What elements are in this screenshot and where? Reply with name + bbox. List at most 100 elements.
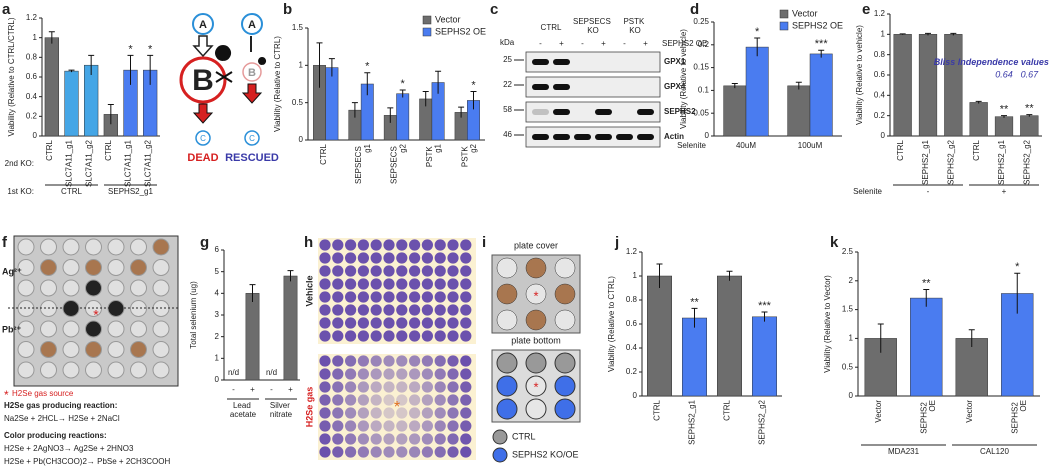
well bbox=[447, 407, 459, 419]
well bbox=[62, 361, 80, 379]
well bbox=[460, 394, 472, 406]
legend-label: SEPHS2 KO/OE bbox=[512, 449, 579, 459]
well bbox=[357, 291, 369, 303]
lane-label: - bbox=[581, 39, 584, 48]
bar bbox=[918, 34, 938, 137]
well bbox=[40, 259, 57, 276]
y-tick-label: 0.4 bbox=[874, 90, 886, 99]
error-bar bbox=[761, 311, 768, 322]
y-tick-label: 2 bbox=[215, 332, 220, 341]
well bbox=[496, 283, 518, 305]
bar bbox=[325, 67, 339, 141]
panel-letter: c bbox=[490, 1, 498, 18]
band bbox=[553, 84, 570, 90]
error-bar bbox=[458, 106, 465, 118]
x-tick-label: CTRL bbox=[319, 143, 328, 164]
well bbox=[496, 309, 518, 331]
well bbox=[434, 252, 446, 264]
x-tick-label: SLC7A11_g2 bbox=[84, 139, 93, 187]
error-bar bbox=[818, 49, 825, 58]
x-tick-label: SEPHS2 OE bbox=[1010, 400, 1028, 434]
well bbox=[496, 375, 518, 397]
well bbox=[409, 330, 421, 342]
well bbox=[496, 257, 518, 279]
well bbox=[357, 278, 369, 290]
y-tick-label: 0.2 bbox=[698, 40, 710, 49]
legend-label: H2Se gas source bbox=[12, 389, 74, 398]
x-tick-label: SLC7A11_g1 bbox=[65, 139, 74, 187]
well bbox=[396, 446, 408, 458]
well bbox=[85, 279, 102, 297]
error-bar bbox=[107, 104, 114, 125]
well bbox=[319, 381, 331, 393]
error-bar bbox=[48, 31, 55, 44]
x-tick-label: SEPHS2_g1 bbox=[921, 139, 930, 184]
y-tick-label: 1.5 bbox=[292, 23, 304, 32]
node bbox=[192, 13, 214, 35]
well bbox=[383, 420, 395, 432]
band-label: GPX4 bbox=[664, 82, 686, 91]
band-label: SEPHS2 bbox=[664, 107, 696, 116]
well bbox=[332, 330, 344, 342]
outcome: DEAD bbox=[187, 152, 218, 164]
bar bbox=[245, 293, 260, 381]
condition-label: Vehicle bbox=[304, 275, 314, 306]
error-bar bbox=[1014, 272, 1021, 314]
x-tick-label: CTRL bbox=[972, 139, 981, 160]
error-bar bbox=[422, 90, 429, 107]
band bbox=[595, 134, 612, 140]
annotation-value: 0.64 bbox=[995, 69, 1013, 79]
well bbox=[107, 341, 125, 358]
well bbox=[434, 446, 446, 458]
well bbox=[332, 368, 344, 380]
bar bbox=[1020, 115, 1039, 137]
error-bar bbox=[923, 288, 930, 307]
well bbox=[409, 317, 421, 329]
well bbox=[107, 238, 125, 256]
well bbox=[345, 239, 357, 251]
well bbox=[421, 381, 433, 393]
row-label: 2nd KO: bbox=[5, 159, 34, 168]
legend-label: Vector bbox=[435, 14, 461, 24]
well bbox=[447, 394, 459, 406]
well bbox=[130, 361, 147, 379]
panel-letter: k bbox=[830, 234, 839, 251]
well bbox=[357, 239, 369, 251]
well bbox=[396, 355, 408, 367]
reaction-line: Color producing reactions: bbox=[4, 431, 107, 440]
y-tick-label: 0.05 bbox=[693, 108, 709, 117]
well bbox=[434, 394, 446, 406]
y-tick-label: 0 bbox=[215, 375, 220, 384]
well bbox=[447, 304, 459, 316]
y-axis-label: Viability (Relative to CTRL) bbox=[607, 276, 616, 372]
lane-label: - bbox=[623, 39, 626, 48]
legend-label: CTRL bbox=[512, 431, 536, 441]
well bbox=[447, 446, 459, 458]
bar bbox=[44, 37, 59, 137]
y-tick-label: 0.4 bbox=[26, 92, 38, 101]
well bbox=[62, 320, 80, 338]
well bbox=[319, 433, 331, 445]
error-bar bbox=[364, 72, 371, 96]
panel-letter: b bbox=[283, 1, 292, 18]
node bbox=[242, 62, 262, 82]
significance: * bbox=[365, 61, 370, 73]
y-tick-label: 0 bbox=[849, 391, 854, 400]
well bbox=[370, 291, 382, 303]
well bbox=[409, 355, 421, 367]
error-bar bbox=[435, 70, 442, 94]
kda-label: kDa bbox=[500, 38, 515, 47]
well bbox=[345, 304, 357, 316]
marker: 58 bbox=[503, 105, 512, 114]
y-tick-label: 0 bbox=[633, 391, 638, 400]
y-axis-label: Viability (Relative to CTRL) bbox=[273, 36, 282, 132]
node bbox=[195, 130, 211, 146]
band bbox=[553, 134, 570, 140]
well bbox=[554, 309, 576, 331]
error-bar bbox=[925, 32, 931, 36]
well bbox=[383, 239, 395, 251]
y-tick-label: 2 bbox=[849, 276, 854, 285]
treatment-label: SEPHS2 OE bbox=[662, 39, 707, 48]
source-mark: * bbox=[394, 399, 400, 416]
